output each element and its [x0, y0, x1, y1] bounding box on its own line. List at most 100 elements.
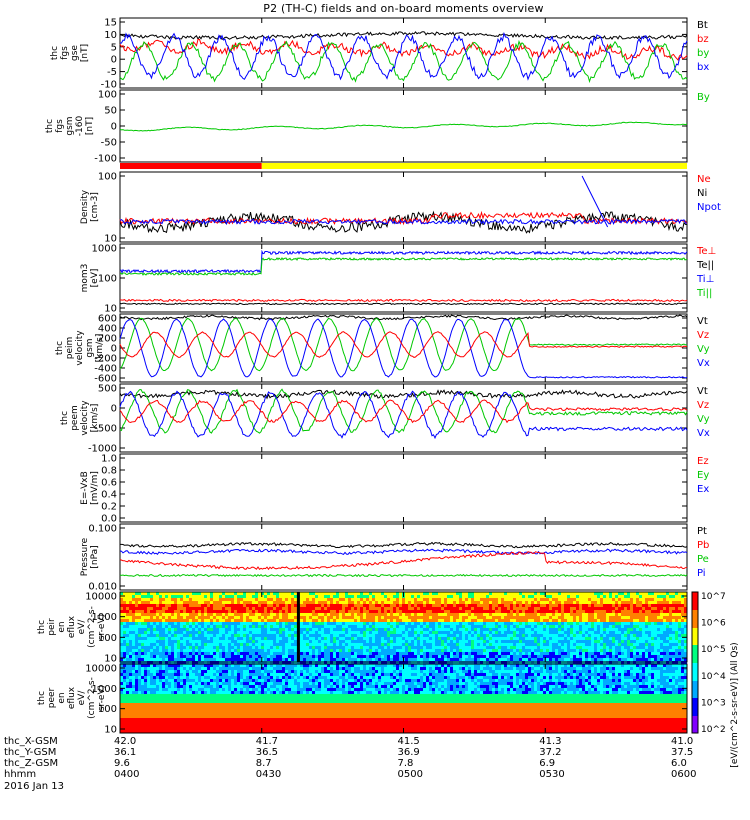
- pressure-series-Pi: [120, 549, 687, 554]
- temp-series-Tipar: [120, 258, 687, 275]
- fgs_gsm-legend-0: By: [697, 92, 710, 104]
- x-axis-value: 0600: [671, 769, 696, 780]
- efield-ytick-label: 1.0: [101, 454, 117, 465]
- pressure-legend-2: Pe: [697, 554, 709, 566]
- x-axis-value: 36.9: [398, 747, 420, 758]
- colorbar-tick-label: 10^6: [701, 619, 726, 629]
- peim-legend-2: Vy: [697, 344, 710, 356]
- peem-ylabel: thc peem velocity [km/s]: [60, 378, 100, 458]
- mode-bar-segment-1: [262, 163, 687, 169]
- footer-date: 2016 Jan 13: [4, 781, 64, 792]
- efield-ylabel: E=-VxB [mV/m]: [80, 448, 100, 528]
- fgs-legend-0: Bt: [697, 20, 708, 32]
- pressure-ylabel: Pressure [nPa]: [80, 517, 100, 597]
- x-axis-value: 41.0: [671, 736, 693, 747]
- temp-ytick-label: 100: [98, 274, 117, 285]
- fgs-ytick-label: -5: [107, 67, 117, 78]
- peim-legend-3: Vx: [697, 358, 710, 370]
- x-axis-value: 41.7: [256, 736, 278, 747]
- peem-legend-0: Vt: [697, 386, 708, 398]
- peem-legend-2: Vy: [697, 414, 710, 426]
- peir-spectrogram: [120, 592, 687, 664]
- peem-panel-frame: [120, 384, 687, 452]
- peim-series-Vy: [120, 318, 687, 371]
- fgs-legend-1: bz: [697, 34, 709, 46]
- efield-legend-0: Ez: [697, 456, 709, 468]
- density-ytick-label: 100: [98, 172, 117, 183]
- x-axis-row-label: hhmm: [4, 769, 36, 780]
- x-axis-value: 0430: [256, 769, 281, 780]
- x-axis-value: 0400: [114, 769, 139, 780]
- density-ylabel: Density [cm-3]: [80, 167, 100, 247]
- x-axis-value: 6.0: [671, 758, 687, 769]
- temp-ylabel: mom3 [eV]: [80, 238, 100, 318]
- fgs-ytick-label: 5: [111, 42, 117, 53]
- colorbar-tick-label: 10^2: [701, 725, 726, 735]
- efield-ytick-label: 0.2: [101, 502, 117, 513]
- density-panel-frame: [120, 172, 687, 242]
- temp-series-Teperp: [120, 299, 687, 301]
- fgs_gsm-ytick-label: 0: [111, 122, 117, 133]
- colorbar-tick-label: 10^3: [701, 698, 726, 708]
- peir-ylabel: thc peir en eflux eV/ (cm^2-s- sr-eV): [37, 587, 107, 667]
- temp-series-Tiperp: [120, 252, 687, 273]
- plot-canvas: 151050-5-10100500-50-1001001010001001060…: [0, 0, 750, 800]
- fgs_gsm-ytick-label: -100: [94, 154, 117, 165]
- peer-ylabel: thc peer en eflux eV/ (cm^2-s- sr-eV): [37, 658, 107, 738]
- fgs_gsm-series-By: [120, 122, 687, 131]
- x-axis-value: 41.5: [398, 736, 420, 747]
- pressure-legend-3: Pi: [697, 568, 706, 580]
- efield-ytick-label: 0.8: [101, 466, 117, 477]
- peim-legend-0: Vt: [697, 316, 708, 328]
- x-axis-row-label: thc_X-GSM: [4, 736, 58, 747]
- density-legend-2: Npot: [697, 202, 721, 214]
- peer-spectrogram: [120, 664, 687, 733]
- efield-ytick-label: 0.6: [101, 478, 117, 489]
- colorbar-tick-label: 10^7: [701, 592, 726, 602]
- pressure-series-Pb: [120, 552, 687, 570]
- colorbar: [692, 592, 698, 733]
- fgs-series-bx: [120, 34, 687, 80]
- peem-series-Vt: [120, 390, 687, 398]
- x-axis-value: 36.1: [114, 747, 136, 758]
- colorbar-label: [eV/(cm^2-s-sr-eV)] (All Qs): [730, 590, 740, 820]
- x-axis-value: 7.8: [398, 758, 414, 769]
- fgs-series-Bt: [120, 32, 687, 40]
- peir-dropout-mark: [297, 592, 300, 662]
- fgs_gsm-ytick-label: 50: [104, 106, 117, 117]
- density-legend-1: Ni: [697, 188, 707, 200]
- fgs_gsm-ylabel: thc fgs gsm -160 [nT]: [45, 86, 95, 166]
- peim-legend-1: Vz: [697, 330, 709, 342]
- fgs-legend-3: bx: [697, 62, 709, 74]
- colorbar-tick-label: 10^4: [701, 672, 726, 682]
- pressure-series-Pt: [120, 543, 687, 548]
- x-axis-row-label: thc_Y-GSM: [4, 747, 56, 758]
- temp-legend-2: Ti⊥: [697, 274, 714, 286]
- fgs_gsm-ytick-label: -50: [101, 138, 117, 149]
- x-axis-value: 37.2: [539, 747, 561, 758]
- efield-panel-frame: [120, 454, 687, 522]
- peem-legend-3: Vx: [697, 428, 710, 440]
- fgs_gsm-ytick-label: 100: [98, 90, 117, 101]
- pressure-legend-1: Pb: [697, 540, 709, 552]
- fgs-ytick-label: 0: [111, 55, 117, 66]
- temp-legend-1: Te||: [697, 260, 714, 272]
- mode-bar-segment-0: [120, 163, 262, 169]
- temp-series-Tepar: [120, 303, 687, 304]
- pressure-panel-frame: [120, 524, 687, 590]
- fgs-ylabel: thc fgs gse [nT]: [50, 13, 90, 93]
- peim-ylabel: thc peim velocity gsm [km/s]: [55, 308, 105, 388]
- fgs-ytick-label: 15: [104, 18, 117, 29]
- efield-legend-2: Ex: [697, 484, 709, 496]
- peem-ytick-label: 0: [111, 404, 117, 415]
- fgs-legend-2: by: [697, 48, 709, 60]
- pressure-legend-0: Pt: [697, 526, 707, 538]
- density-legend-0: Ne: [697, 174, 711, 186]
- temp-legend-3: Ti||: [697, 288, 712, 300]
- x-axis-value: 6.9: [539, 758, 555, 769]
- efield-ytick-label: 0.4: [101, 490, 117, 501]
- x-axis-value: 0530: [539, 769, 564, 780]
- overview-plot: P2 (TH-C) fields and on-board moments ov…: [0, 0, 750, 800]
- x-axis-value: 0500: [398, 769, 423, 780]
- peim-series-Vx: [120, 319, 687, 378]
